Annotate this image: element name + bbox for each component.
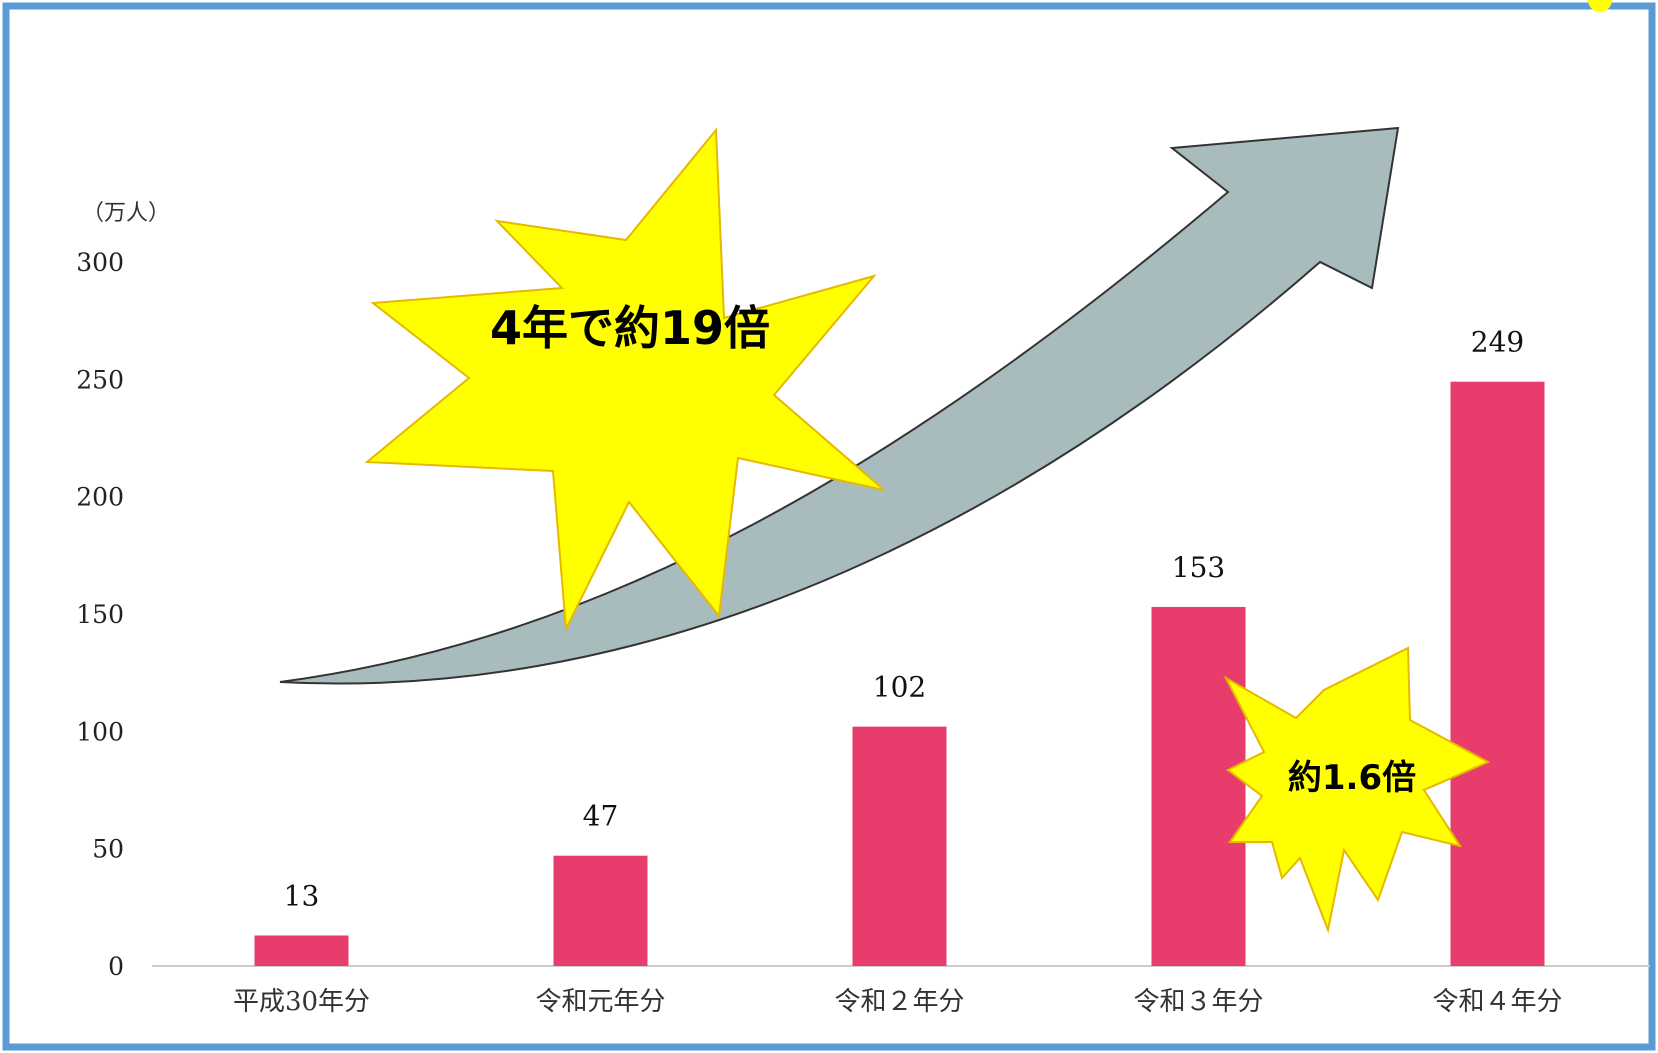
- category-label: 令和２年分: [834, 987, 964, 1017]
- y-tick-label: 200: [76, 483, 124, 512]
- y-axis-unit: （万人）: [82, 201, 170, 226]
- growth-arrow-shape: [279, 126, 1400, 685]
- category-label: 平成30年分: [233, 987, 370, 1017]
- y-tick-label: 300: [76, 248, 124, 277]
- bar-value-label: 13: [284, 879, 320, 912]
- category-label: 令和３年分: [1133, 987, 1263, 1017]
- starburst-big: [364, 127, 885, 633]
- y-tick-label: 0: [108, 952, 124, 981]
- bars-group: [254, 381, 1545, 966]
- value-labels: 13 47 102 153 249: [284, 326, 1525, 913]
- y-tick-label: 100: [76, 717, 124, 746]
- bar-value-label: 102: [873, 671, 926, 704]
- bar-value-label: 47: [583, 800, 619, 833]
- bar: [1450, 381, 1545, 966]
- growth-total-annotation: 4年で約19倍: [490, 301, 770, 355]
- y-tick-label: 150: [76, 600, 124, 629]
- bar-value-label: 249: [1471, 326, 1524, 359]
- bar: [852, 726, 947, 966]
- corner-marker: [1588, 0, 1612, 12]
- category-label: 令和４年分: [1432, 987, 1562, 1017]
- category-labels: 平成30年分 令和元年分 令和２年分 令和３年分 令和４年分: [233, 987, 1563, 1017]
- y-tick-label: 250: [76, 365, 124, 394]
- y-tick-label: 50: [92, 835, 124, 864]
- bar: [254, 935, 349, 966]
- bar: [1151, 606, 1246, 966]
- bar: [553, 855, 648, 966]
- growth-last-annotation: 約1.6倍: [1288, 758, 1416, 798]
- y-axis-ticks: 0 50 100 150 200 250 300: [76, 248, 124, 981]
- category-label: 令和元年分: [535, 987, 665, 1017]
- starburst-small: [1223, 646, 1491, 934]
- bar-value-label: 153: [1172, 551, 1225, 584]
